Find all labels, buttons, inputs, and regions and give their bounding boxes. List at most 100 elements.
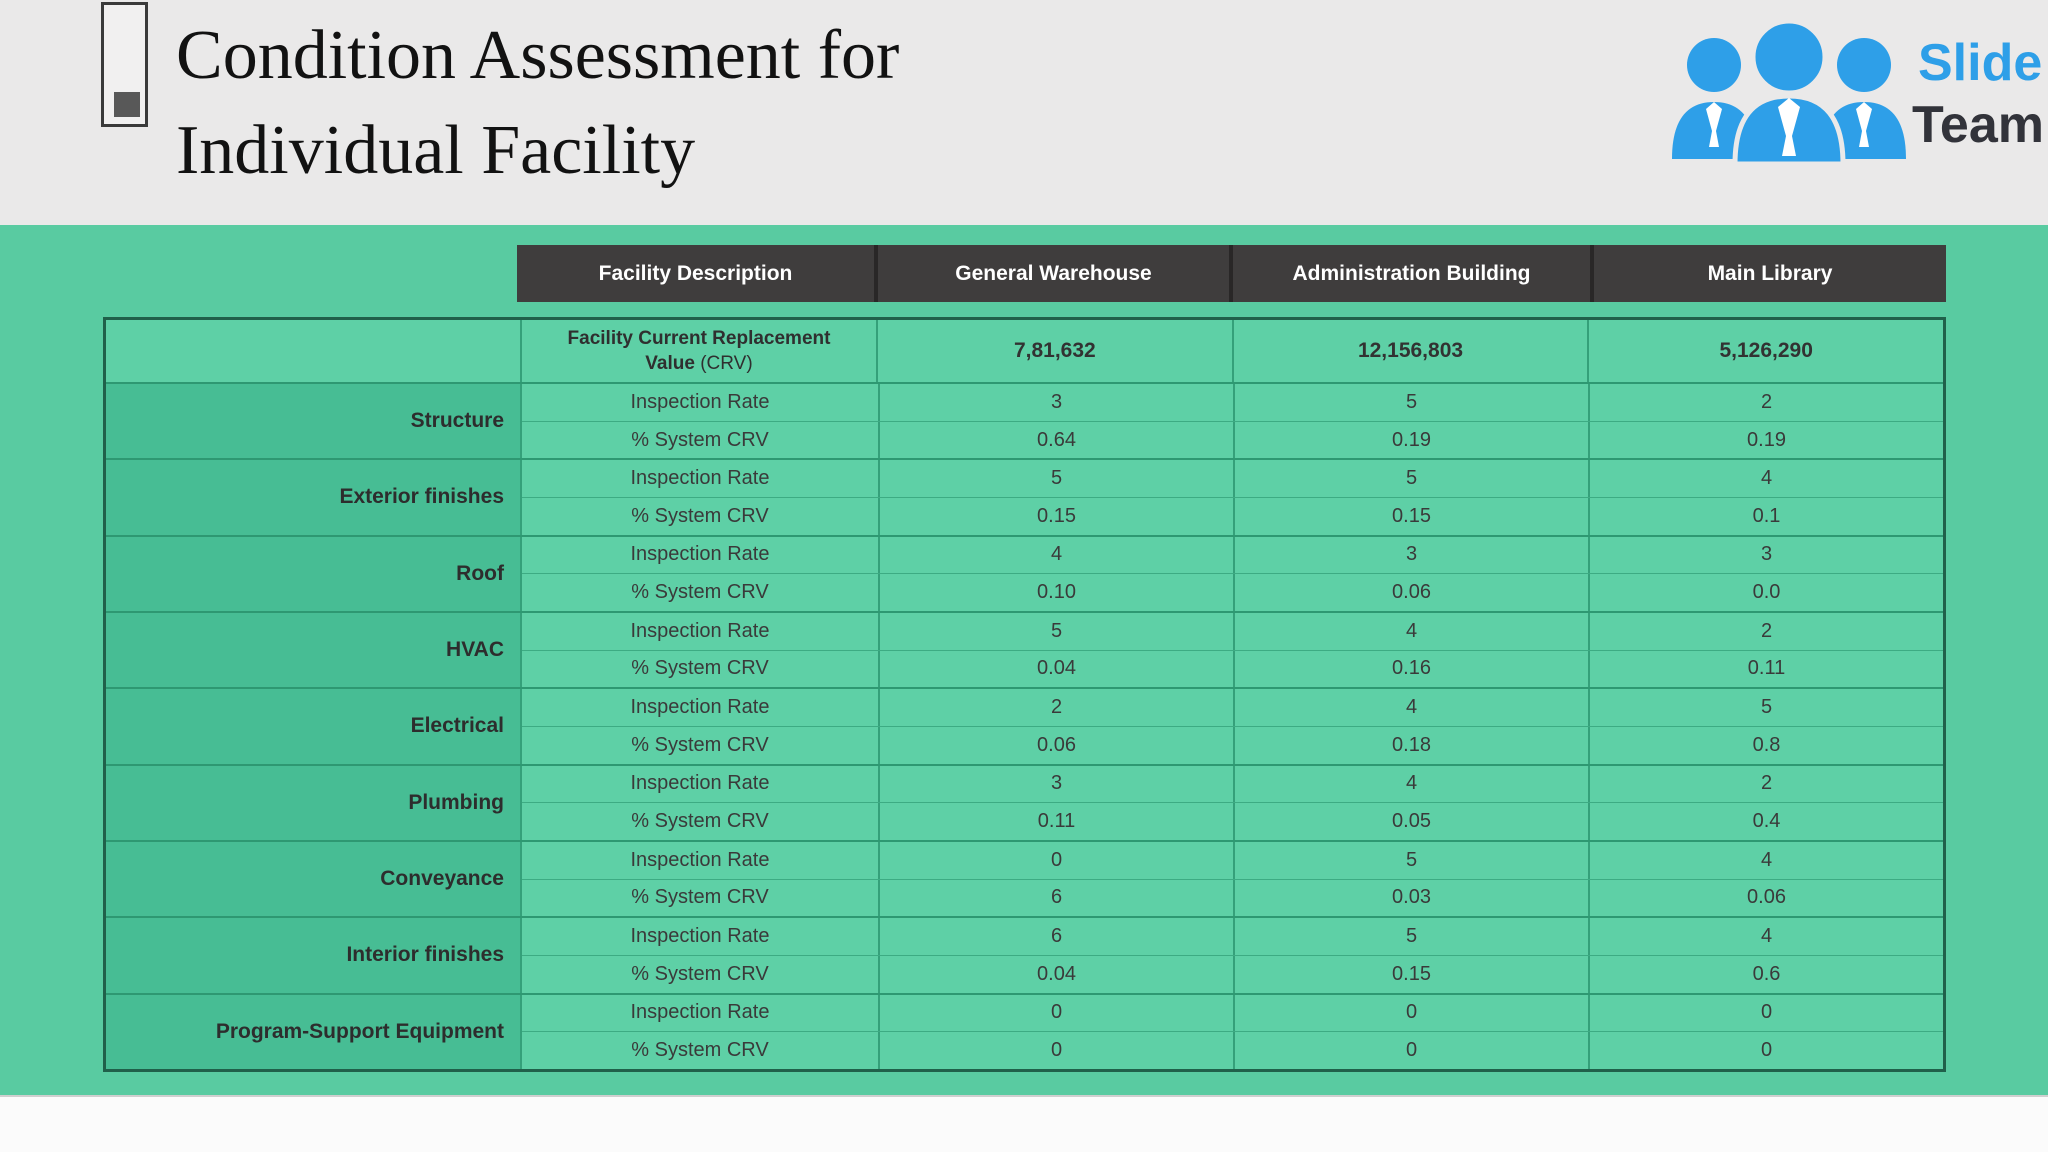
sub-row-label: % System CRV [631,1039,769,1062]
cell-administration-building: 5 [1233,384,1588,421]
system-crv-row: % System CRV 0.06 0.18 0.8 [522,725,1943,764]
system-group-subrows: Inspection Rate 6 5 4 % System CRV 0.04 … [520,918,1943,993]
crv-row: Facility Current Replacement Value (CRV)… [106,320,1943,384]
crv-label-line1: Facility Current Replacement [567,328,831,349]
system-group-subrows: Inspection Rate 4 3 3 % System CRV 0.10 … [520,536,1943,611]
page-title-line2: Individual Facility [176,112,696,189]
logo-text-team: Team [1912,96,2044,154]
inspection-rate-row: Inspection Rate 0 5 4 [522,841,1943,879]
system-group-subrows: Inspection Rate 2 4 5 % System CRV 0.06 … [520,689,1943,764]
cell-main-library: 4 [1588,841,1943,879]
column-header-general-warehouse: General Warehouse [874,245,1229,302]
sub-row-label: Inspection Rate [630,390,770,413]
cell-general-warehouse: 5 [878,612,1233,650]
cell-administration-building: 0 [1233,994,1588,1032]
cell-administration-building: 0.05 [1233,803,1588,840]
title-accent-icon [101,2,148,127]
cell-general-warehouse: 6 [878,879,1233,917]
cell-general-warehouse: 0.06 [878,726,1233,764]
crv-row-label: Facility Current Replacement Value (CRV) [520,320,876,382]
cell-general-warehouse: 5 [878,460,1233,497]
page-title: Condition Assessment for Individual Faci… [176,8,899,198]
cell-general-warehouse: 4 [878,536,1233,574]
system-group-subrows: Inspection Rate 3 5 2 % System CRV 0.64 … [520,384,1943,459]
cell-general-warehouse: 3 [878,384,1233,421]
cell-administration-building: 0.16 [1233,650,1588,688]
cell-main-library: 4 [1588,918,1943,955]
crv-label-value-word: Value [645,353,695,374]
sub-row-label: % System CRV [631,504,769,527]
sub-row-label: % System CRV [631,733,769,756]
cell-general-warehouse: 0 [878,994,1233,1032]
crv-label-abbrev: (CRV) [700,353,753,374]
accent-square-icon [114,92,140,117]
team-people-icon [1672,18,1906,167]
sub-row-label: Inspection Rate [630,543,770,566]
system-group-row: Structure Inspection Rate 3 5 2 % System… [106,384,1943,459]
logo-text-slide: Slide [1918,34,2042,92]
sub-row-label: % System CRV [631,428,769,451]
cell-administration-building: 0 [1233,1032,1588,1069]
cell-main-library: 2 [1588,612,1943,650]
inspection-rate-row: Inspection Rate 3 5 2 [522,384,1943,421]
cell-general-warehouse: 0.15 [878,498,1233,535]
system-group-row: Conveyance Inspection Rate 0 5 4 % Syste… [106,839,1943,917]
sub-row-label: Inspection Rate [630,467,770,490]
system-group-label: Program-Support Equipment [106,994,520,1069]
sub-row-label: % System CRV [631,657,769,680]
cell-main-library: 0.19 [1588,421,1943,459]
system-crv-row: % System CRV 0 0 0 [522,1031,1943,1069]
inspection-rate-row: Inspection Rate 5 4 2 [522,612,1943,650]
system-crv-row: % System CRV 0.04 0.15 0.6 [522,954,1943,993]
cell-administration-building: 0.19 [1233,421,1588,459]
cell-administration-building: 5 [1233,460,1588,497]
cell-main-library: 0 [1588,994,1943,1032]
sub-row-label: Inspection Rate [630,925,770,948]
system-group-row: Exterior finishes Inspection Rate 5 5 4 … [106,458,1943,535]
page-title-line1: Condition Assessment for [176,17,900,94]
system-group-subrows: Inspection Rate 5 4 2 % System CRV 0.04 … [520,612,1943,688]
system-crv-row: % System CRV 0.64 0.19 0.19 [522,420,1943,459]
sub-row-label: Inspection Rate [630,696,770,719]
sub-row-label: Inspection Rate [630,772,770,795]
sub-row-label: % System CRV [631,810,769,833]
cell-general-warehouse: 0.11 [878,803,1233,840]
system-group-row: Roof Inspection Rate 4 3 3 % System CRV … [106,534,1943,611]
cell-main-library: 5 [1588,689,1943,726]
cell-administration-building: 0.15 [1233,955,1588,993]
sub-row-label: Inspection Rate [630,848,770,871]
system-group-label: Roof [106,536,520,611]
cell-general-warehouse: 6 [878,918,1233,955]
cell-administration-building: 5 [1233,841,1588,879]
cell-general-warehouse: 0.64 [878,421,1233,459]
system-group-row: HVAC Inspection Rate 5 4 2 % System CRV … [106,610,1943,688]
system-group-label: Conveyance [106,841,520,917]
system-crv-row: % System CRV 6 0.03 0.06 [522,878,1943,917]
system-group-row: Interior finishes Inspection Rate 6 5 4 … [106,916,1943,993]
system-group-row: Program-Support Equipment Inspection Rat… [106,992,1943,1069]
system-group-label: Electrical [106,689,520,764]
system-group-row: Plumbing Inspection Rate 3 4 2 % System … [106,763,1943,840]
system-group-row: Electrical Inspection Rate 2 4 5 % Syste… [106,687,1943,764]
column-header-facility-description: Facility Description [517,245,874,302]
sub-row-label: % System CRV [631,886,769,909]
crv-value-main-library: 5,126,290 [1587,320,1943,382]
cell-main-library: 2 [1588,384,1943,421]
inspection-rate-row: Inspection Rate 4 3 3 [522,536,1943,574]
system-crv-row: % System CRV 0.10 0.06 0.0 [522,573,1943,611]
cell-main-library: 0.1 [1588,498,1943,535]
cell-administration-building: 4 [1233,612,1588,650]
inspection-rate-row: Inspection Rate 3 4 2 [522,765,1943,803]
system-group-subrows: Inspection Rate 5 5 4 % System CRV 0.15 … [520,460,1943,535]
system-group-subrows: Inspection Rate 0 5 4 % System CRV 6 0.0… [520,841,1943,917]
cell-main-library: 0.4 [1588,803,1943,840]
cell-administration-building: 0.06 [1233,574,1588,611]
cell-main-library: 0.6 [1588,955,1943,993]
cell-administration-building: 0.03 [1233,879,1588,917]
sub-row-label: % System CRV [631,962,769,985]
cell-administration-building: 0.15 [1233,498,1588,535]
condition-assessment-table: Facility Current Replacement Value (CRV)… [103,317,1946,1072]
cell-general-warehouse: 0.04 [878,650,1233,688]
cell-main-library: 0 [1588,1032,1943,1069]
system-group-label: Plumbing [106,765,520,840]
